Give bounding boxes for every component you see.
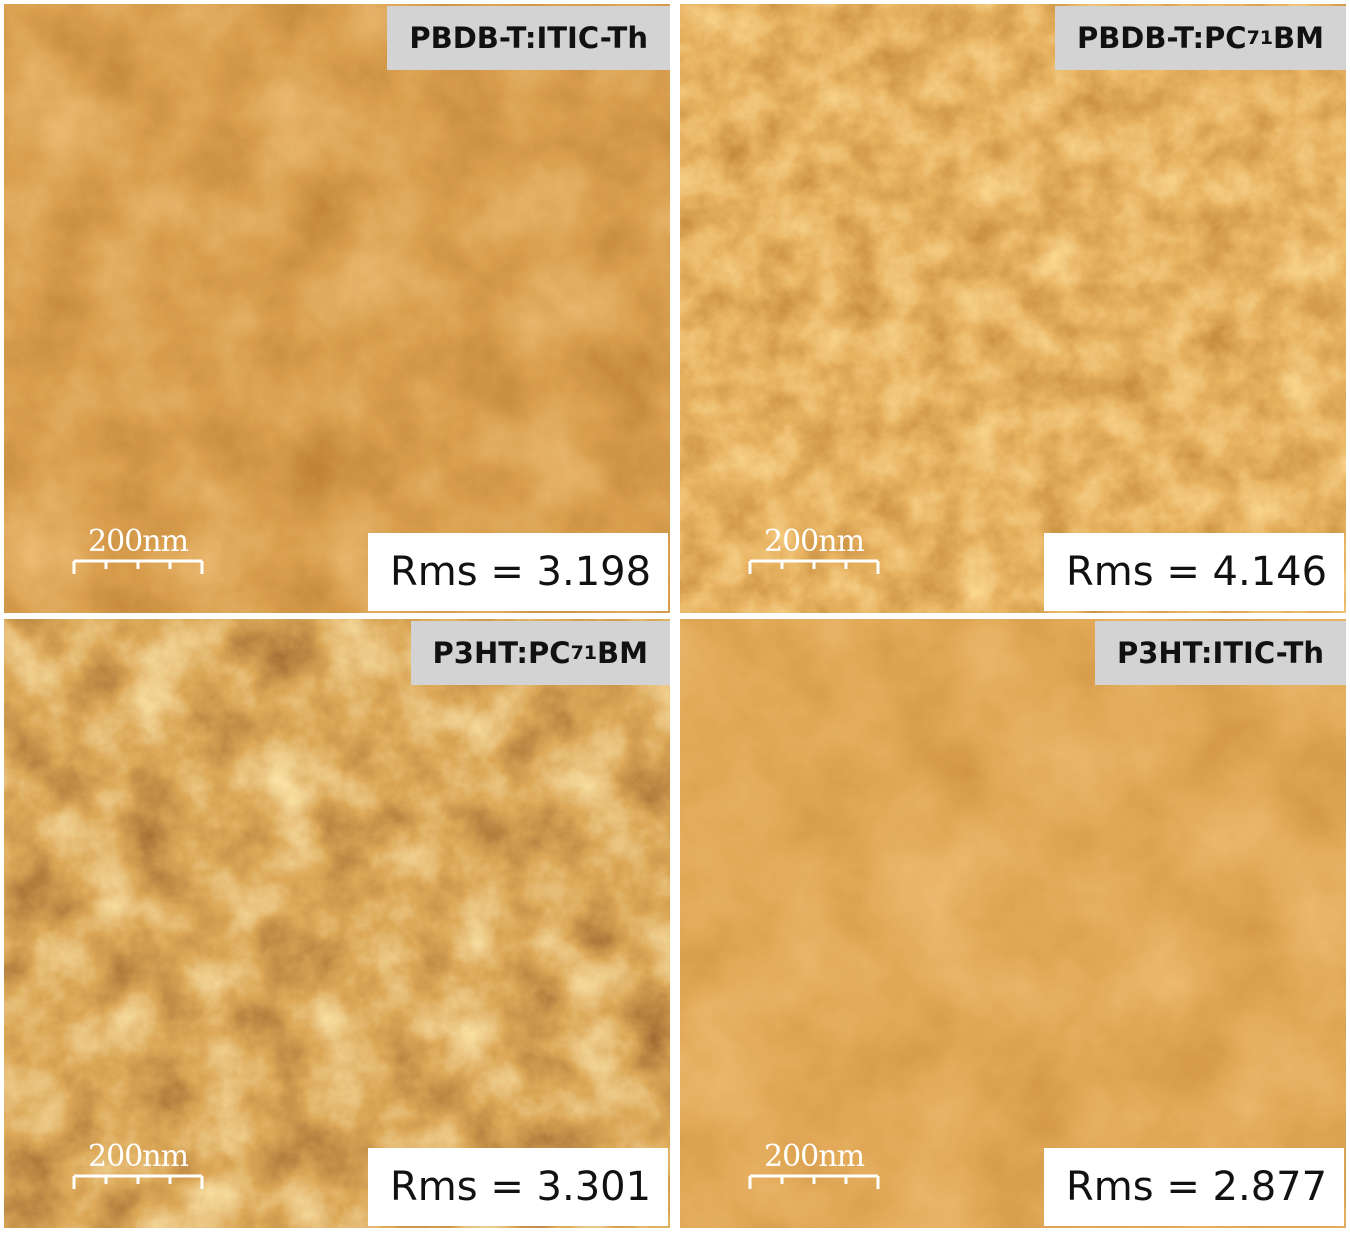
- label-text: PBDB-T:PC: [1076, 21, 1247, 55]
- afm-panel: P3HT:PC 71 BM 200nm Rms = 3.301: [4, 619, 670, 1228]
- scale-bar-ruler: [72, 1174, 204, 1189]
- label-text: P3HT:PC: [432, 636, 571, 670]
- sample-label: PBDB-T:PC 71 BM: [1054, 6, 1346, 70]
- sample-label: P3HT:ITIC-Th: [1094, 621, 1346, 685]
- rms-value: Rms = 3.301: [368, 1148, 668, 1226]
- scale-bar-ruler: [748, 559, 880, 574]
- scale-bar-text: 200nm: [87, 524, 189, 559]
- afm-image: [4, 619, 670, 1228]
- scale-bar-ruler: [72, 559, 204, 574]
- rms-value: Rms = 2.877: [1044, 1148, 1344, 1226]
- scale-bar-text: 200nm: [87, 1139, 189, 1174]
- afm-image: [4, 4, 670, 613]
- label-text: PBDB-T:ITIC-Th: [409, 21, 648, 55]
- label-suffix: BM: [597, 636, 648, 670]
- scale-bar: 200nm: [72, 525, 204, 575]
- label-subscript: 71: [570, 642, 598, 664]
- rms-value: Rms = 3.198: [368, 533, 668, 611]
- afm-image: [680, 619, 1346, 1228]
- label-suffix: BM: [1273, 21, 1324, 55]
- afm-panel: PBDB-T:ITIC-Th 200nm Rms = 3.198: [4, 4, 670, 613]
- scale-bar-text: 200nm: [763, 524, 865, 559]
- scale-bar: 200nm: [748, 525, 880, 575]
- sample-label: P3HT:PC 71 BM: [410, 621, 670, 685]
- afm-image: [680, 4, 1346, 613]
- scale-bar-text: 200nm: [763, 1139, 865, 1174]
- sample-label: PBDB-T:ITIC-Th: [387, 6, 670, 70]
- scale-bar: 200nm: [72, 1140, 204, 1190]
- afm-panel: PBDB-T:PC 71 BM 200nm Rms = 4.146: [680, 4, 1346, 613]
- afm-panel: P3HT:ITIC-Th 200nm Rms = 2.877: [680, 619, 1346, 1228]
- scale-bar-ruler: [748, 1174, 880, 1189]
- scale-bar: 200nm: [748, 1140, 880, 1190]
- label-text: P3HT:ITIC-Th: [1116, 636, 1324, 670]
- label-subscript: 71: [1246, 27, 1274, 49]
- rms-value: Rms = 4.146: [1044, 533, 1344, 611]
